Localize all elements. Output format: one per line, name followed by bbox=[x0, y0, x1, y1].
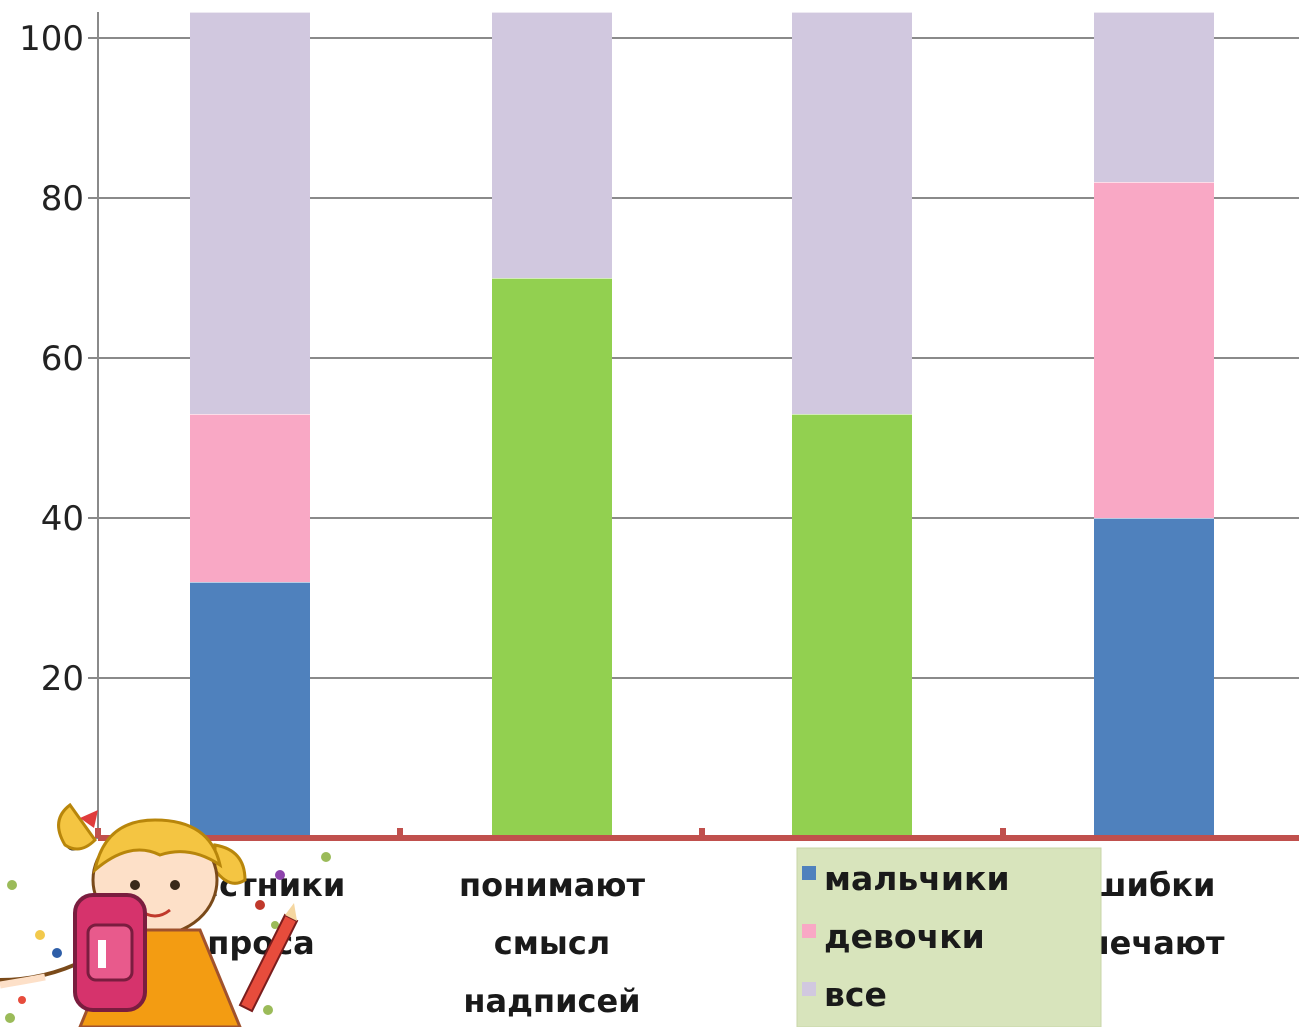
legend-label: девочки bbox=[824, 917, 985, 956]
bar-segment bbox=[190, 12, 310, 414]
category-label: мечают bbox=[1083, 924, 1225, 962]
legend-swatch bbox=[802, 924, 816, 938]
bar-segment bbox=[492, 278, 612, 838]
bar-segment bbox=[1094, 12, 1214, 182]
legend-swatch bbox=[802, 982, 816, 996]
legend-box bbox=[796, 847, 1102, 1027]
y-tick-label: 20 bbox=[41, 659, 84, 699]
category-label: понимают bbox=[459, 866, 645, 904]
bar-segment bbox=[190, 582, 310, 838]
y-tick-label: 100 bbox=[19, 19, 84, 59]
schoolgirl-with-backpack-icon bbox=[0, 802, 331, 1027]
y-tick-label: 60 bbox=[41, 339, 84, 379]
legend-label: мальчики bbox=[824, 859, 1010, 898]
legend-label: все bbox=[824, 975, 887, 1014]
bar-segment bbox=[492, 12, 612, 278]
category-label: смысл bbox=[494, 924, 610, 962]
bar-segment bbox=[792, 12, 912, 414]
bar-segment bbox=[792, 414, 912, 838]
y-axis: 020406080100 bbox=[19, 12, 99, 859]
bar-segment bbox=[1094, 182, 1214, 518]
bar-segment bbox=[1094, 518, 1214, 838]
bar-segment bbox=[190, 414, 310, 582]
bars bbox=[190, 11, 1214, 838]
category-label: надписей bbox=[463, 982, 640, 1020]
legend: мальчики девочки все bbox=[796, 847, 1102, 1027]
y-tick-label: 80 bbox=[41, 179, 84, 219]
legend-swatch bbox=[802, 866, 816, 880]
y-tick-label: 40 bbox=[41, 499, 84, 539]
category-label: шибки bbox=[1093, 866, 1216, 904]
x-axis bbox=[95, 828, 1299, 841]
